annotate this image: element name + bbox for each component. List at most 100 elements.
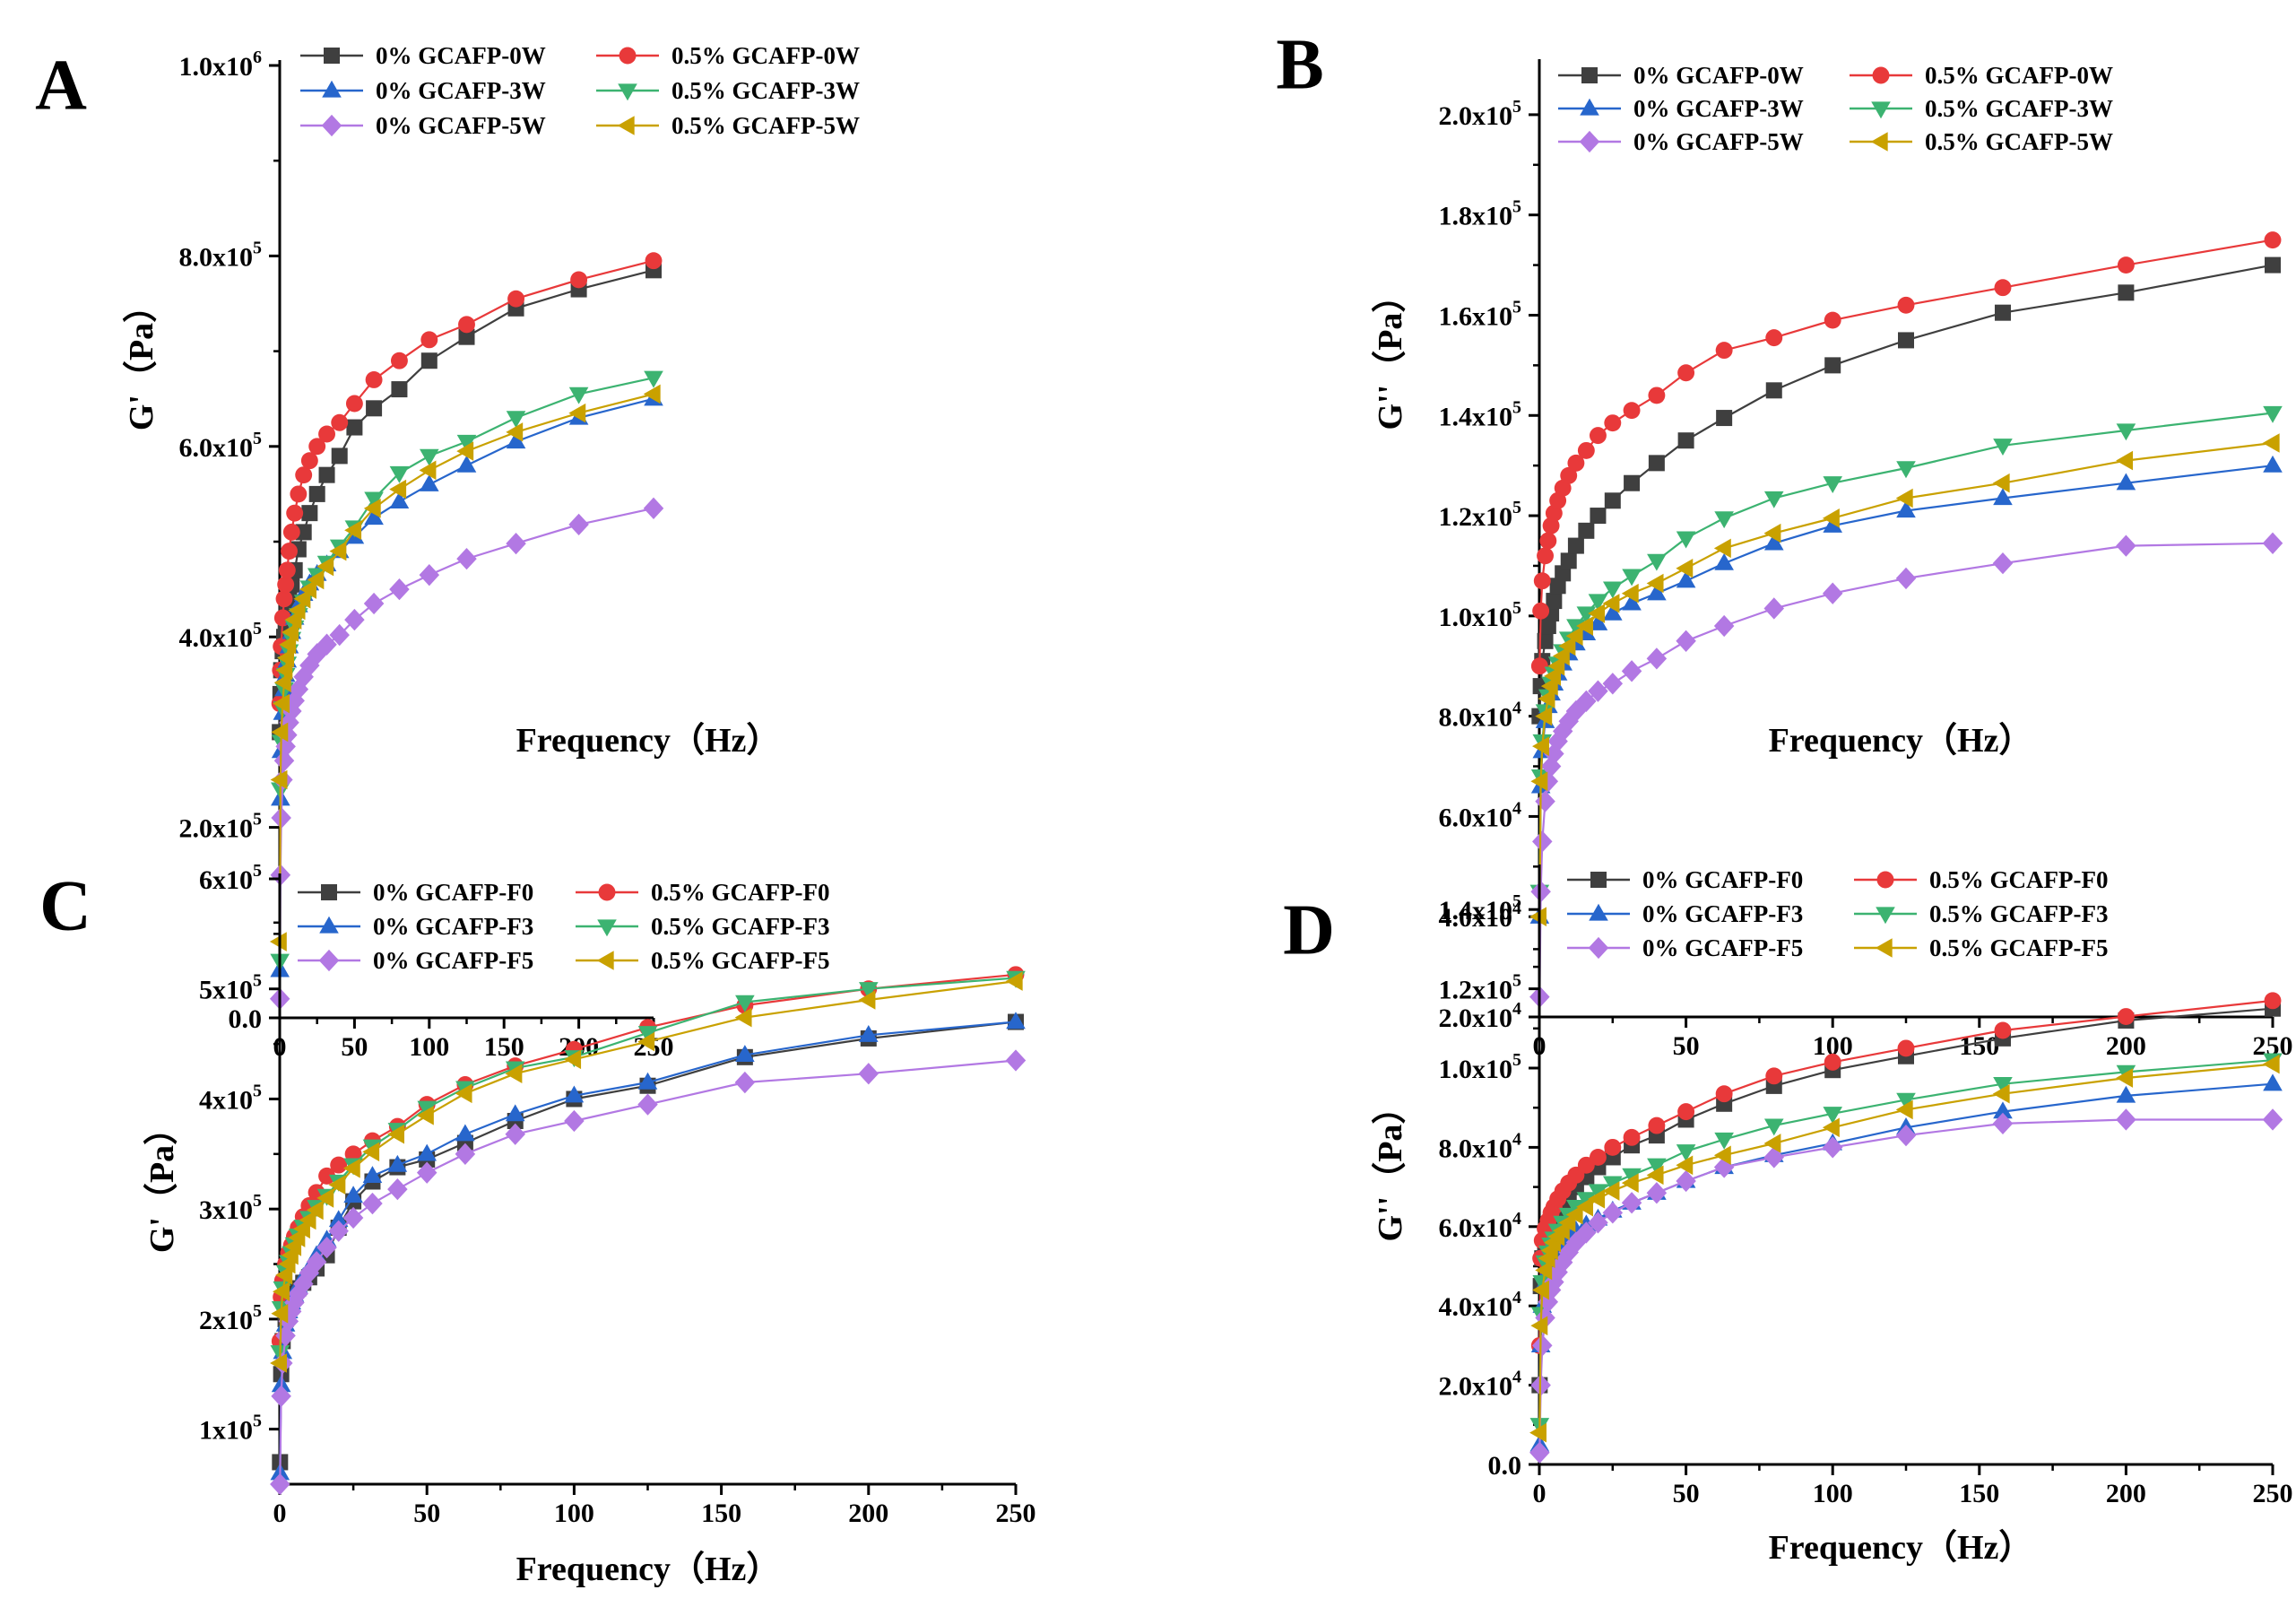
data-point xyxy=(1604,492,1621,509)
x-tick-label: 200 xyxy=(2106,1479,2146,1508)
data-point xyxy=(2262,433,2280,453)
x-axis-title: Frequency（Hz） xyxy=(516,1551,781,1588)
legend-marker xyxy=(618,83,637,101)
data-point xyxy=(362,1192,383,1215)
legend-label: 0% GCAFP-F3 xyxy=(373,913,533,940)
data-point xyxy=(328,1210,349,1228)
data-point xyxy=(1622,569,1642,586)
panel-letter-d: D xyxy=(1283,891,1335,969)
data-point xyxy=(329,623,350,647)
series-0-5pct-gcafp-f0 xyxy=(1530,992,2282,1354)
data-point xyxy=(1537,547,1554,565)
y-tick-label: 2.0x105 xyxy=(179,810,263,844)
y-tick-label: 6.0x105 xyxy=(179,429,263,463)
x-tick-label: 50 xyxy=(413,1499,440,1528)
data-point xyxy=(1604,1138,1622,1156)
data-point xyxy=(1713,538,1731,559)
y-tick-label: 4.0x104 xyxy=(1439,899,1522,933)
series-line xyxy=(1538,412,2274,892)
legend-label: 0% GCAFP-F5 xyxy=(1642,934,1803,961)
data-point xyxy=(273,693,290,714)
data-point xyxy=(1532,1280,1549,1300)
x-tick-label: 250 xyxy=(996,1499,1036,1528)
data-point xyxy=(1589,1149,1607,1166)
y-tick-label: 4.0x104 xyxy=(1439,1288,1522,1322)
panel-c: C 0 50 100 150 200 250 1x105 2x105 3x105 4x105 5x10… xyxy=(39,861,1035,1588)
series-0-5pct-gcafp-5w xyxy=(269,384,661,951)
data-point xyxy=(275,590,293,608)
data-point xyxy=(1823,476,1842,493)
legend-marker xyxy=(319,916,339,934)
data-point xyxy=(1763,597,1785,620)
data-point xyxy=(643,497,664,519)
legend-marker xyxy=(324,48,340,64)
data-point xyxy=(1895,567,1917,590)
y-tick-label: 1.0x105 xyxy=(1439,1050,1522,1084)
legend-item: 0.5% GCAFP-F5 xyxy=(576,947,829,974)
data-point xyxy=(1823,515,1842,533)
data-point xyxy=(2262,1108,2283,1131)
data-point xyxy=(1588,604,1606,623)
data-point xyxy=(286,504,304,522)
legend-marker xyxy=(321,884,337,900)
legend-marker xyxy=(1876,907,1895,925)
data-point xyxy=(1993,439,2013,456)
data-point xyxy=(1895,488,1913,508)
data-point xyxy=(275,1265,293,1285)
y-tick-label: 3x105 xyxy=(199,1191,262,1225)
data-point xyxy=(1623,402,1641,420)
data-point xyxy=(1992,1112,2014,1135)
data-point xyxy=(1544,666,1562,686)
data-point xyxy=(1648,1116,1666,1134)
panel-letter-c: C xyxy=(39,866,91,945)
legend-label: 0% GCAFP-0W xyxy=(376,42,546,69)
data-point xyxy=(1576,690,1597,713)
y-axis-title: G''（Pa） xyxy=(1372,1090,1409,1242)
series-0-5pct-gcafp-f3 xyxy=(270,970,1026,1362)
data-point xyxy=(1824,311,1841,329)
data-point xyxy=(455,1142,476,1165)
legend-marker xyxy=(1875,938,1893,958)
data-point xyxy=(342,1158,360,1178)
legend: 0% GCAFP-F0 0.5% GCAFP-F0 0% GCAFP-F3 0.5% … xyxy=(298,879,829,974)
data-point xyxy=(2263,405,2283,423)
series-line xyxy=(1538,542,2274,997)
legend-marker xyxy=(1581,67,1598,83)
data-point xyxy=(2264,992,2282,1010)
data-point xyxy=(1529,1441,1550,1464)
data-point xyxy=(299,1262,320,1284)
data-point xyxy=(328,1220,349,1242)
data-point xyxy=(1992,552,2014,575)
data-point xyxy=(1006,1012,1026,1030)
x-tick-label: 250 xyxy=(2253,1479,2293,1508)
series-line xyxy=(279,393,654,943)
x-tick-label: 200 xyxy=(848,1499,888,1528)
data-point xyxy=(505,1064,523,1084)
data-point xyxy=(293,1273,314,1295)
data-point xyxy=(1590,508,1607,525)
data-point xyxy=(270,769,288,790)
legend-marker xyxy=(318,949,340,972)
legend-item: 0% GCAFP-F5 xyxy=(1567,934,1803,961)
data-point xyxy=(637,1093,658,1116)
legend-item: 0.5% GCAFP-F5 xyxy=(1854,934,2108,961)
data-point xyxy=(1621,660,1642,682)
data-point xyxy=(1552,646,1570,666)
legend-item: 0.5% GCAFP-5W xyxy=(1850,128,2113,155)
data-point xyxy=(1533,572,1551,590)
data-point xyxy=(505,1104,525,1122)
y-tick-label: 0.0 xyxy=(1488,1451,1522,1481)
data-point xyxy=(307,569,325,590)
legend-item: 0.5% GCAFP-3W xyxy=(596,77,860,104)
legend-item: 0% GCAFP-F3 xyxy=(1567,900,1803,927)
data-point xyxy=(278,1310,299,1333)
data-point xyxy=(1539,532,1557,550)
series-0-5pct-gcafp-0w xyxy=(271,252,663,712)
legend-item: 0.5% GCAFP-F3 xyxy=(576,913,829,940)
data-point xyxy=(1714,1132,1734,1150)
data-point xyxy=(1895,1124,1917,1147)
legend-marker xyxy=(619,47,637,65)
data-point xyxy=(1576,1192,1597,1210)
panel-letter-b: B xyxy=(1276,25,1323,104)
data-point xyxy=(1588,680,1608,702)
